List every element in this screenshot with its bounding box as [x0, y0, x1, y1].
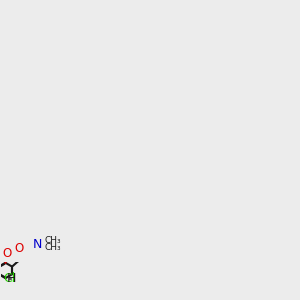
- Text: Cl: Cl: [3, 272, 15, 285]
- Text: CH₃: CH₃: [44, 243, 61, 252]
- Text: O: O: [3, 247, 12, 260]
- Text: O: O: [14, 242, 24, 255]
- Text: H: H: [7, 272, 16, 285]
- Text: N: N: [33, 238, 43, 250]
- Text: CH₃: CH₃: [44, 236, 61, 245]
- Text: O: O: [3, 250, 11, 260]
